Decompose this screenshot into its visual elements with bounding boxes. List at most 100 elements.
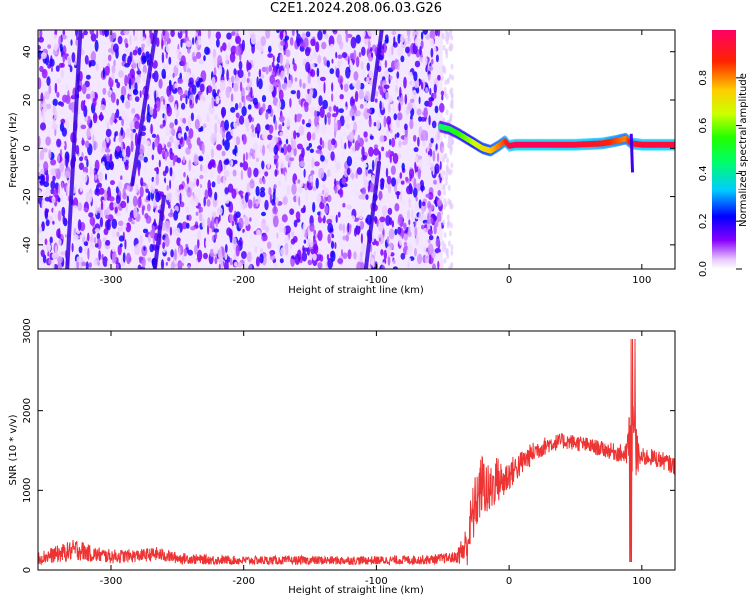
noise-speckle bbox=[378, 220, 384, 233]
noise-speckle bbox=[113, 137, 116, 142]
noise-speckle bbox=[278, 195, 281, 200]
noise-speckle bbox=[426, 146, 430, 152]
noise-speckle bbox=[305, 122, 311, 128]
noise-fringe bbox=[443, 197, 447, 204]
noise-speckle bbox=[114, 112, 117, 125]
noise-speckle bbox=[218, 91, 223, 98]
noise-speckle bbox=[290, 64, 295, 69]
noise-speckle bbox=[227, 42, 231, 51]
noise-speckle bbox=[391, 177, 396, 187]
spectrogram-y-ticks: -40 -20 0 20 40 bbox=[22, 45, 675, 253]
noise-speckle bbox=[155, 173, 160, 186]
noise-speckle bbox=[203, 252, 208, 260]
noise-speckle bbox=[414, 161, 417, 170]
noise-speckle bbox=[285, 49, 291, 57]
noise-speckle bbox=[65, 95, 71, 104]
noise-speckle bbox=[49, 58, 55, 67]
noise-speckle bbox=[131, 107, 136, 114]
noise-speckle bbox=[106, 219, 111, 231]
noise-speckle bbox=[357, 134, 361, 144]
noise-speckle bbox=[295, 211, 301, 220]
noise-speckle bbox=[392, 259, 396, 265]
noise-speckle bbox=[250, 132, 257, 138]
noise-speckle bbox=[61, 206, 66, 217]
noise-speckle bbox=[437, 190, 442, 197]
noise-speckle bbox=[41, 81, 44, 88]
noise-speckle bbox=[441, 94, 444, 101]
noise-speckle bbox=[332, 30, 337, 33]
noise-speckle bbox=[63, 140, 67, 151]
noise-speckle bbox=[246, 59, 250, 72]
noise-speckle bbox=[122, 192, 127, 200]
noise-fringe bbox=[444, 48, 448, 54]
noise-speckle bbox=[260, 247, 264, 255]
noise-speckle bbox=[46, 127, 51, 136]
noise-speckle bbox=[325, 138, 328, 143]
noise-speckle bbox=[379, 135, 385, 143]
noise-speckle bbox=[415, 154, 419, 163]
noise-speckle bbox=[221, 108, 225, 119]
noise-speckle bbox=[151, 133, 157, 138]
noise-speckle bbox=[416, 108, 422, 116]
noise-speckle bbox=[190, 226, 196, 231]
noise-speckle bbox=[315, 41, 320, 53]
noise-speckle bbox=[381, 146, 385, 152]
noise-speckle bbox=[373, 251, 376, 256]
noise-fringe bbox=[446, 253, 450, 260]
noise-speckle bbox=[129, 95, 133, 102]
noise-fringe bbox=[446, 222, 450, 229]
noise-speckle bbox=[245, 263, 249, 269]
noise-speckle bbox=[386, 127, 389, 139]
noise-speckle bbox=[307, 73, 311, 84]
noise-speckle bbox=[231, 220, 235, 227]
noise-speckle bbox=[118, 70, 124, 78]
noise-speckle bbox=[69, 65, 73, 73]
noise-speckle bbox=[418, 211, 424, 222]
noise-speckle bbox=[342, 202, 346, 208]
noise-speckle bbox=[89, 127, 96, 134]
noise-speckle bbox=[206, 113, 210, 123]
noise-speckle bbox=[427, 212, 430, 224]
noise-speckle bbox=[437, 152, 440, 163]
noise-speckle bbox=[292, 139, 297, 150]
noise-speckle bbox=[116, 263, 120, 269]
noise-speckle bbox=[52, 98, 58, 107]
noise-speckle bbox=[411, 223, 415, 231]
noise-speckle bbox=[180, 122, 186, 129]
noise-speckle bbox=[337, 54, 343, 59]
noise-speckle bbox=[341, 177, 347, 185]
noise-speckle bbox=[88, 212, 94, 218]
noise-speckle bbox=[304, 139, 308, 148]
noise-speckle bbox=[414, 30, 420, 36]
noise-speckle bbox=[177, 78, 184, 84]
noise-speckle bbox=[439, 70, 444, 79]
noise-speckle bbox=[143, 156, 148, 163]
noise-speckle bbox=[311, 157, 315, 168]
noise-speckle bbox=[360, 61, 364, 70]
noise-speckle bbox=[142, 30, 146, 34]
noise-speckle bbox=[48, 149, 52, 160]
noise-speckle bbox=[57, 238, 62, 246]
noise-speckle bbox=[428, 115, 431, 126]
noise-speckle bbox=[389, 138, 392, 146]
noise-speckle bbox=[345, 123, 350, 129]
noise-speckle bbox=[312, 201, 316, 213]
noise-speckle bbox=[431, 263, 437, 269]
noise-speckle bbox=[282, 196, 288, 205]
noise-speckle bbox=[92, 112, 98, 124]
noise-speckle bbox=[66, 153, 70, 164]
noise-speckle bbox=[282, 143, 288, 156]
noise-speckle bbox=[108, 77, 114, 88]
snr-x-ticks: -300 -200 -100 0 100 bbox=[100, 331, 651, 587]
noise-speckle bbox=[210, 170, 214, 178]
noise-speckle bbox=[404, 123, 408, 131]
noise-speckle bbox=[62, 53, 66, 63]
spectrogram-frame bbox=[37, 29, 676, 270]
noise-fringe bbox=[450, 34, 454, 41]
noise-speckle bbox=[309, 89, 313, 99]
noise-speckle bbox=[53, 188, 58, 198]
noise-speckle bbox=[321, 124, 328, 136]
noise-speckle bbox=[373, 144, 379, 149]
noise-speckle bbox=[362, 69, 366, 81]
noise-speckle bbox=[265, 66, 269, 75]
